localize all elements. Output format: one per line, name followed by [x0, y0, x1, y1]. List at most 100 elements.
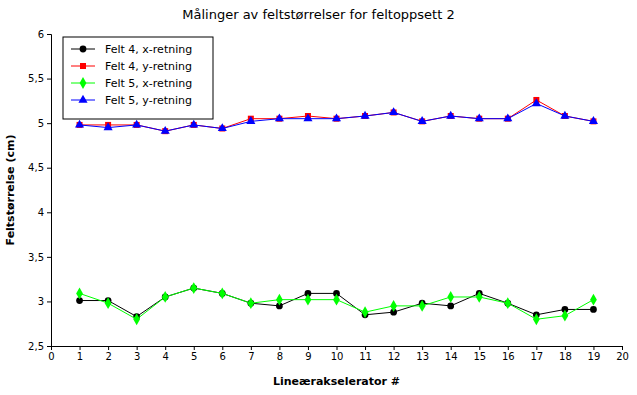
series-point: [76, 288, 83, 300]
x-tick-label: 19: [588, 351, 601, 362]
series-point: [162, 291, 169, 303]
y-tick: 5,5: [28, 73, 51, 84]
series-point: [276, 294, 283, 306]
legend-box: [63, 37, 213, 119]
x-tick-mark: [593, 346, 594, 350]
x-tick-mark: [479, 346, 480, 350]
y-tick-label: 2,5: [28, 341, 44, 352]
y-tick-mark: [47, 346, 51, 347]
x-tick: 8: [277, 346, 283, 362]
x-tick: 16: [502, 346, 515, 362]
x-tick: 6: [220, 346, 226, 362]
series-point: [590, 306, 597, 313]
series-line: [80, 288, 594, 319]
x-tick-label: 9: [305, 351, 311, 362]
series-point: [247, 297, 254, 309]
x-tick-mark: [108, 346, 109, 350]
legend-marker: [78, 95, 87, 103]
y-tick-label: 3: [38, 296, 44, 307]
x-tick-label: 12: [388, 351, 401, 362]
series-point: [219, 288, 226, 300]
x-axis-title: Lineærakselerator #: [273, 375, 400, 388]
y-tick-label: 4: [38, 207, 44, 218]
legend-label: Felt 4, x-retning: [105, 43, 192, 56]
x-tick-label: 13: [416, 351, 429, 362]
series-point: [560, 111, 569, 119]
x-tick-label: 1: [77, 351, 83, 362]
series-point: [332, 113, 341, 121]
series-point: [503, 113, 512, 121]
x-tick-mark: [165, 346, 166, 350]
series-point: [105, 297, 112, 309]
x-tick-label: 5: [191, 351, 197, 362]
series-point: [447, 303, 454, 310]
y-tick-label: 5: [38, 118, 44, 129]
x-tick-mark: [451, 346, 452, 350]
y-tick-mark: [47, 168, 51, 169]
series-point: [75, 120, 84, 128]
y-axis-title: Feltstørrelse (cm): [4, 135, 17, 246]
y-tick-label: 4,5: [28, 162, 44, 173]
x-tick: 19: [588, 346, 601, 362]
data-marks: [75, 97, 598, 325]
x-tick-mark: [337, 346, 338, 350]
series-point: [218, 123, 227, 131]
x-tick-label: 3: [134, 351, 140, 362]
y-tick: 2,5: [28, 341, 51, 352]
x-tick-label: 18: [559, 351, 572, 362]
plot: 012345678910111213141516171819202,533,54…: [28, 29, 629, 362]
series-point: [476, 291, 483, 303]
y-tick: 4,5: [28, 162, 51, 173]
x-tick: 11: [359, 346, 372, 362]
x-tick: 20: [616, 346, 629, 362]
x-tick: 3: [134, 346, 140, 362]
x-tick-mark: [536, 346, 537, 350]
y-tick: 6: [38, 29, 51, 40]
legend-marker: [80, 46, 87, 53]
series-point: [533, 313, 540, 325]
series-point: [132, 120, 141, 128]
x-tick-mark: [394, 346, 395, 350]
series-point: [419, 300, 426, 312]
x-tick-mark: [222, 346, 223, 350]
x-tick-label: 20: [616, 351, 629, 362]
x-tick-label: 2: [105, 351, 111, 362]
x-tick-label: 14: [445, 351, 458, 362]
x-tick-label: 6: [220, 351, 226, 362]
series-point: [562, 310, 569, 322]
x-tick: 9: [305, 346, 311, 362]
series-point: [303, 113, 312, 121]
series-point: [190, 282, 197, 294]
series-point: [333, 294, 340, 306]
legend-marker: [80, 63, 86, 69]
y-tick: 3: [38, 296, 51, 307]
y-tick: 3,5: [28, 252, 51, 263]
series-point: [133, 313, 140, 325]
x-tick: 0: [48, 346, 54, 362]
series-point: [475, 113, 484, 121]
legend: Felt 4, x-retningFelt 4, y-retningFelt 5…: [63, 37, 213, 119]
x-tick: 5: [191, 346, 197, 362]
y-axis-line: [47, 35, 52, 347]
x-tick-label: 7: [248, 351, 254, 362]
x-tick-mark: [622, 346, 623, 350]
x-tick-label: 15: [473, 351, 486, 362]
y-tick-mark: [47, 257, 51, 258]
series-point: [161, 126, 170, 134]
series-point: [418, 116, 427, 124]
y-tick: 4: [38, 207, 51, 218]
x-tick: 10: [331, 346, 344, 362]
legend-marker: [80, 77, 87, 89]
x-tick-mark: [422, 346, 423, 350]
series-point: [532, 98, 541, 106]
series-point: [104, 122, 113, 130]
legend-label: Felt 4, y-retning: [105, 60, 192, 73]
series-point: [590, 294, 597, 306]
x-tick-mark: [308, 346, 309, 350]
x-tick-mark: [279, 346, 280, 350]
x-tick: 17: [530, 346, 543, 362]
x-tick-mark: [80, 346, 81, 350]
x-tick-label: 4: [163, 351, 169, 362]
x-tick: 4: [163, 346, 169, 362]
x-tick-label: 11: [359, 351, 372, 362]
